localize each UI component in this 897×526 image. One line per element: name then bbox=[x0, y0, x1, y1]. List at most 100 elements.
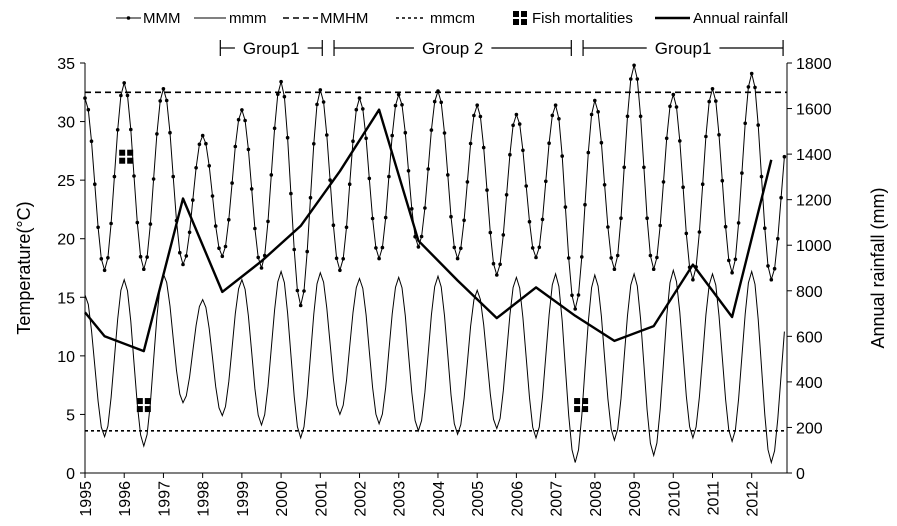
mmm-max-point bbox=[312, 142, 316, 146]
mmm-max-point bbox=[380, 245, 385, 250]
fish-mortality-marker bbox=[136, 398, 151, 413]
fish-marker-square bbox=[513, 11, 519, 17]
mmm-max-point bbox=[168, 130, 172, 135]
mmm-max-point bbox=[678, 139, 682, 143]
mmm-max-point bbox=[746, 85, 751, 89]
mmm-max-point bbox=[109, 221, 113, 226]
mmm-max-point bbox=[285, 135, 290, 140]
right-tick-label: 1400 bbox=[796, 147, 832, 164]
mmm-max-point bbox=[220, 254, 225, 259]
mmm-max-point bbox=[393, 103, 398, 108]
mmm-max-point bbox=[720, 178, 725, 183]
mmm-max-point bbox=[93, 182, 97, 186]
mmm-max-point bbox=[648, 253, 653, 258]
x-tick-label: 1999 bbox=[235, 481, 252, 517]
mmm-max-point bbox=[622, 165, 626, 170]
mmm-max-point bbox=[704, 134, 708, 139]
fish-marker-square bbox=[574, 398, 581, 405]
mmm-max-point bbox=[338, 268, 342, 273]
mmm-max-point bbox=[468, 141, 473, 146]
mmm-max-point bbox=[609, 256, 613, 260]
mmm-max-point bbox=[583, 202, 587, 207]
mmm-max-point bbox=[478, 114, 483, 119]
left-tick-label: 10 bbox=[57, 349, 75, 366]
fish-marker-square bbox=[521, 11, 527, 17]
mmm-max-point bbox=[576, 293, 581, 297]
mmm-max-point bbox=[462, 218, 466, 223]
mmm-max-point bbox=[377, 256, 381, 261]
mmm-max-point bbox=[269, 173, 274, 177]
x-tick-label: 2008 bbox=[588, 481, 605, 517]
mmm-max-point bbox=[200, 133, 205, 138]
left-tick-label: 25 bbox=[57, 173, 75, 190]
mmm-max-point bbox=[315, 102, 319, 107]
mmm-max-point bbox=[651, 267, 656, 272]
mmm-max-point bbox=[223, 244, 228, 249]
x-tick-label: 1997 bbox=[156, 481, 173, 517]
mmm-max-point bbox=[707, 99, 711, 104]
mmm-max-point bbox=[253, 226, 257, 231]
mmm-max-point bbox=[187, 230, 192, 235]
mmm-max-point bbox=[240, 108, 244, 112]
mmm-max-point bbox=[658, 223, 662, 228]
mmm-max-point bbox=[204, 141, 208, 146]
mmm-max-point bbox=[488, 230, 493, 235]
mmm-max-point bbox=[733, 257, 738, 262]
mmm-max-point bbox=[331, 223, 336, 227]
mmm-max-point bbox=[423, 206, 427, 210]
mmm-max-point bbox=[756, 123, 760, 127]
mmm-max-point bbox=[743, 121, 747, 126]
mmm-max-point bbox=[171, 174, 175, 179]
mmm-max-point bbox=[602, 183, 607, 187]
fish-marker-square bbox=[127, 157, 134, 164]
x-tick-label: 2012 bbox=[745, 481, 762, 517]
mmm-max-point bbox=[361, 107, 365, 111]
mmm-max-point bbox=[246, 147, 251, 152]
mmm-max-point bbox=[367, 176, 372, 181]
x-tick-label: 2003 bbox=[392, 481, 409, 517]
x-tick-label: 2010 bbox=[666, 481, 683, 517]
mmm-max-point bbox=[498, 262, 502, 267]
mmm-max-point bbox=[766, 264, 770, 268]
mmm-max-point bbox=[593, 98, 597, 103]
mmm-max-point bbox=[763, 226, 767, 230]
x-tick-label: 2000 bbox=[274, 481, 291, 517]
mmm-max-point bbox=[318, 88, 323, 92]
mmm-max-point bbox=[256, 255, 261, 260]
mmm-max-point bbox=[573, 307, 577, 311]
legend-label: MMHM bbox=[320, 10, 368, 27]
legend-fish-mortality-marker bbox=[513, 11, 527, 25]
mmm-max-point bbox=[655, 255, 659, 260]
left-tick-label: 35 bbox=[57, 56, 75, 73]
mmm-max-point bbox=[599, 140, 604, 145]
mmm-max-point bbox=[400, 103, 404, 107]
mmm-max-point bbox=[272, 126, 277, 131]
mmm-max-point bbox=[112, 174, 117, 179]
mmm-max-point bbox=[243, 118, 247, 123]
mmm-max-point bbox=[727, 258, 731, 263]
mmm-max-point bbox=[289, 191, 293, 196]
x-tick-label: 2002 bbox=[353, 481, 370, 517]
mmm-max-point bbox=[305, 249, 310, 254]
mmm-max-point bbox=[266, 219, 270, 224]
mmm-max-point bbox=[547, 141, 551, 145]
y-right-axis-title: Annual rainfall (mm) bbox=[868, 187, 888, 348]
mmm-max-point bbox=[700, 182, 705, 186]
right-tick-label: 0 bbox=[796, 466, 805, 483]
mmm-max-point bbox=[387, 174, 391, 179]
mmm-max-point bbox=[511, 123, 515, 128]
mmm-max-point bbox=[553, 103, 558, 107]
mmm-max-point bbox=[560, 154, 564, 158]
mmm-max-point bbox=[642, 165, 646, 170]
right-tick-label: 800 bbox=[796, 284, 823, 301]
mmm-max-point bbox=[710, 87, 715, 91]
mmm-max-point bbox=[233, 144, 238, 149]
mmm-max-point bbox=[321, 100, 326, 104]
mmm-max-point bbox=[426, 167, 431, 171]
right-tick-label: 600 bbox=[796, 329, 823, 346]
mmm-max-point bbox=[465, 180, 470, 184]
mmm-max-point bbox=[481, 145, 486, 150]
mmm-max-point bbox=[537, 245, 542, 250]
right-tick-label: 1600 bbox=[796, 102, 832, 119]
mmm-max-point bbox=[132, 174, 136, 178]
